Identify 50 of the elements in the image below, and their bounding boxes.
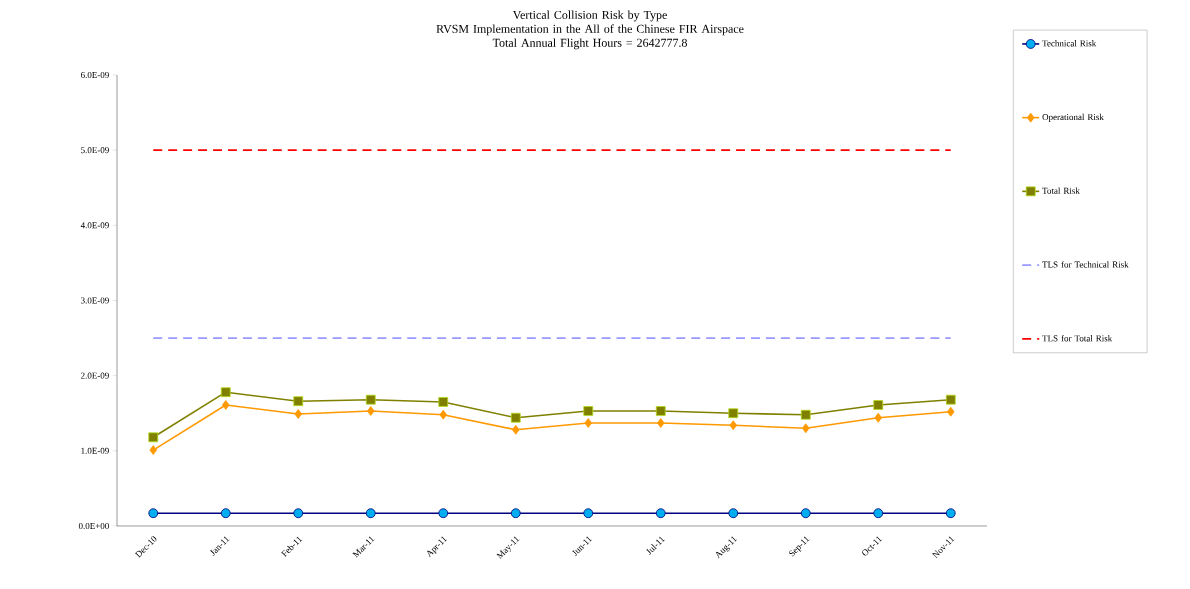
- point: [583, 406, 594, 416]
- point: [367, 406, 375, 416]
- point: [293, 508, 304, 519]
- point: [220, 387, 231, 398]
- point: [222, 400, 230, 410]
- point: [583, 508, 594, 519]
- point: [293, 396, 304, 407]
- point: [149, 445, 158, 455]
- y-tick-label: 3.0E-09: [81, 297, 109, 304]
- point: [728, 508, 739, 519]
- y-tick-label: 6.0E-09: [80, 71, 109, 79]
- chart-subtitle: RVSM Implementation in the All of the Chinese FIR Airspace Total Annual Flight Hours = 2642777.8: [436, 24, 744, 50]
- point: [365, 394, 376, 405]
- legend-label: Operational Risk: [1042, 113, 1104, 122]
- point: [294, 409, 303, 419]
- point: [584, 418, 593, 428]
- chart-title: Vertical Collision Risk by Type: [512, 10, 667, 22]
- point: [945, 508, 956, 519]
- legend-label: TLS for Total Risk: [1042, 334, 1113, 342]
- y-tick-label: 2.0E-09: [80, 372, 109, 379]
- y-tick-label: 4.0E-09: [80, 222, 109, 229]
- point: [148, 432, 159, 443]
- point: [873, 400, 884, 410]
- point: [873, 508, 884, 519]
- point: [510, 508, 521, 519]
- point: [802, 423, 810, 434]
- point: [800, 409, 811, 420]
- point: [945, 394, 956, 405]
- y-tick-label: 1.0E-09: [81, 447, 109, 454]
- point: [439, 409, 448, 420]
- point: [510, 412, 521, 423]
- point: [728, 408, 739, 419]
- legend-label: TLS for Technical Risk: [1042, 261, 1129, 268]
- y-tick-label: 0.0E+00: [78, 522, 109, 530]
- legend-label: Total Risk: [1042, 187, 1080, 194]
- point: [438, 397, 449, 407]
- point: [512, 424, 520, 435]
- point: [220, 508, 231, 519]
- point: [655, 406, 666, 416]
- point: [365, 508, 376, 519]
- point: [148, 508, 159, 519]
- point: [655, 508, 666, 519]
- point: [947, 406, 955, 417]
- point: [438, 508, 449, 519]
- y-tick-label: 5.0E-09: [81, 147, 109, 154]
- point: [657, 418, 665, 428]
- point: [800, 508, 811, 519]
- point: [874, 412, 883, 423]
- point: [729, 420, 738, 431]
- legend-label: Technical Risk: [1042, 40, 1097, 47]
